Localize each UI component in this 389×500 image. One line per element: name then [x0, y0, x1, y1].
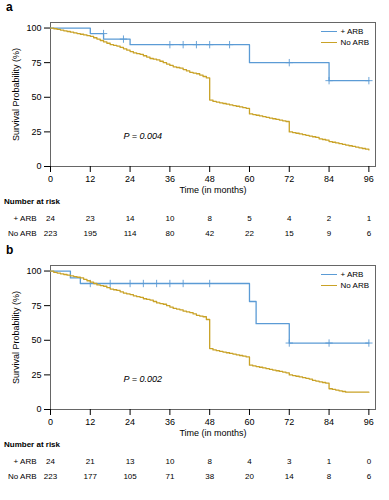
svg-text:38: 38	[205, 472, 214, 481]
svg-text:21: 21	[86, 457, 95, 466]
svg-text:84: 84	[324, 174, 334, 184]
svg-text:0: 0	[36, 404, 41, 414]
svg-text:100: 100	[26, 23, 41, 33]
svg-text:23: 23	[86, 214, 95, 223]
svg-text:36: 36	[165, 417, 175, 427]
svg-text:24: 24	[125, 417, 135, 427]
svg-text:84: 84	[324, 417, 334, 427]
svg-text:36: 36	[165, 174, 175, 184]
svg-text:2: 2	[327, 214, 332, 223]
svg-text:1: 1	[327, 457, 332, 466]
svg-text:P = 0.002: P = 0.002	[123, 374, 161, 384]
svg-text:12: 12	[85, 174, 95, 184]
html-text:a: a	[6, 0, 13, 14]
html-text:Number at risk: Number at risk	[4, 197, 60, 206]
svg-text:10: 10	[165, 457, 174, 466]
svg-text:177: 177	[84, 472, 98, 481]
svg-text:42: 42	[205, 229, 214, 238]
svg-text:60: 60	[244, 174, 254, 184]
svg-text:+ ARB: + ARB	[14, 214, 37, 223]
svg-text:10: 10	[165, 214, 174, 223]
svg-text:1: 1	[367, 214, 372, 223]
svg-text:0: 0	[48, 417, 53, 427]
svg-text:24: 24	[46, 214, 55, 223]
svg-text:No ARB: No ARB	[8, 229, 36, 238]
svg-text:Survival Probability (%): Survival Probability (%)	[11, 48, 21, 141]
svg-text:P = 0.004: P = 0.004	[123, 131, 161, 141]
svg-text:6: 6	[367, 472, 372, 481]
svg-text:15: 15	[285, 229, 294, 238]
svg-text:20: 20	[245, 472, 254, 481]
svg-text:8: 8	[207, 214, 212, 223]
svg-text:22: 22	[245, 229, 254, 238]
svg-text:0: 0	[48, 174, 53, 184]
svg-text:No ARB: No ARB	[8, 472, 36, 481]
svg-text:72: 72	[284, 174, 294, 184]
svg-text:Time (in months): Time (in months)	[179, 185, 246, 195]
svg-text:71: 71	[165, 472, 174, 481]
svg-text:4: 4	[287, 214, 292, 223]
html-text:Number at risk: Number at risk	[4, 440, 60, 449]
svg-text:8: 8	[327, 472, 332, 481]
svg-text:50: 50	[31, 335, 41, 345]
html-text:+ ARB: + ARB	[340, 27, 364, 36]
svg-text:24: 24	[46, 457, 55, 466]
svg-text:105: 105	[123, 472, 137, 481]
svg-text:223: 223	[44, 472, 58, 481]
svg-text:223: 223	[44, 229, 58, 238]
svg-text:0: 0	[367, 457, 372, 466]
svg-text:14: 14	[285, 472, 294, 481]
html-text:b: b	[6, 243, 14, 257]
svg-text:Time (in months): Time (in months)	[179, 428, 246, 438]
svg-text:13: 13	[126, 457, 135, 466]
svg-text:14: 14	[126, 214, 135, 223]
svg-text:25: 25	[31, 127, 41, 137]
svg-text:+ ARB: + ARB	[14, 457, 37, 466]
svg-text:48: 48	[205, 174, 215, 184]
svg-text:0: 0	[36, 161, 41, 171]
svg-text:75: 75	[31, 58, 41, 68]
svg-text:96: 96	[364, 174, 374, 184]
svg-text:72: 72	[284, 417, 294, 427]
svg-text:195: 195	[84, 229, 98, 238]
svg-text:75: 75	[31, 301, 41, 311]
svg-text:4: 4	[247, 457, 252, 466]
html-text:No ARB: No ARB	[340, 281, 369, 290]
svg-text:9: 9	[327, 229, 332, 238]
svg-text:24: 24	[125, 174, 135, 184]
svg-text:50: 50	[31, 92, 41, 102]
svg-text:8: 8	[207, 457, 212, 466]
svg-text:25: 25	[31, 370, 41, 380]
svg-text:12: 12	[85, 417, 95, 427]
html-text:+ ARB: + ARB	[340, 270, 364, 279]
html-text:No ARB: No ARB	[340, 38, 369, 47]
svg-text:6: 6	[367, 229, 372, 238]
svg-text:96: 96	[364, 417, 374, 427]
svg-text:3: 3	[287, 457, 292, 466]
svg-text:114: 114	[124, 229, 137, 238]
svg-text:100: 100	[26, 266, 41, 276]
svg-text:5: 5	[247, 214, 252, 223]
svg-text:48: 48	[205, 417, 215, 427]
svg-text:60: 60	[244, 417, 254, 427]
svg-text:80: 80	[165, 229, 174, 238]
svg-text:Survival Probability (%): Survival Probability (%)	[11, 291, 21, 384]
